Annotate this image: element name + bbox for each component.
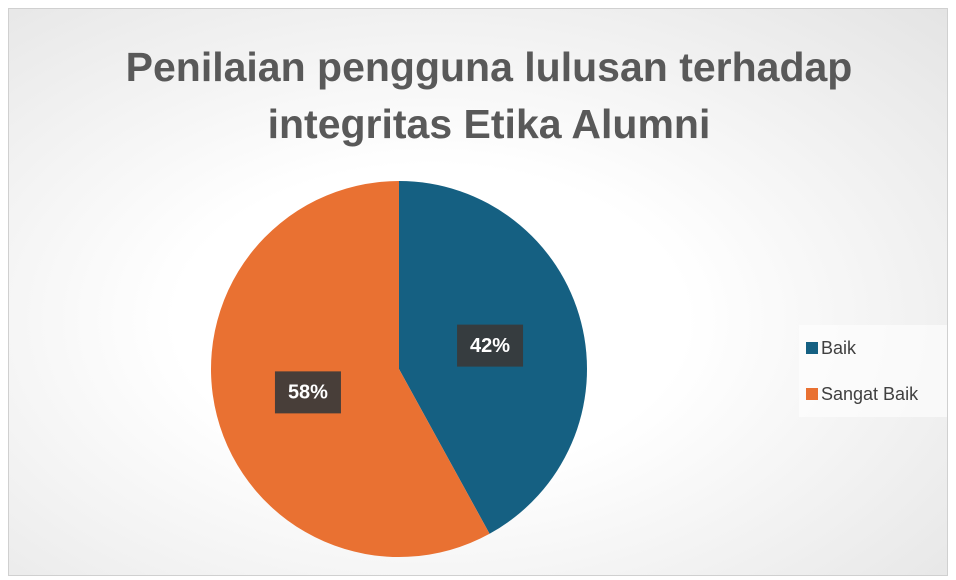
pie-slice — [210, 181, 490, 557]
chart-area: 42% 58% Baik Sangat Baik Penilaian pengguna… — [8, 8, 948, 576]
chart-title: Penilaian pengguna lulusan terhadap inte… — [125, 44, 853, 147]
legend-swatch — [806, 388, 818, 400]
chart: 42% 58% Baik Sangat Baik — [210, 181, 947, 557]
data-label: 58% — [288, 382, 328, 404]
legend-label: Sangat Baik — [821, 384, 919, 404]
data-label: 42% — [470, 335, 510, 357]
legend-box — [799, 325, 947, 417]
legend-swatch — [806, 342, 818, 354]
data-label-box — [274, 371, 341, 414]
legend-label: Baik — [821, 338, 857, 358]
data-label-box — [457, 324, 524, 367]
